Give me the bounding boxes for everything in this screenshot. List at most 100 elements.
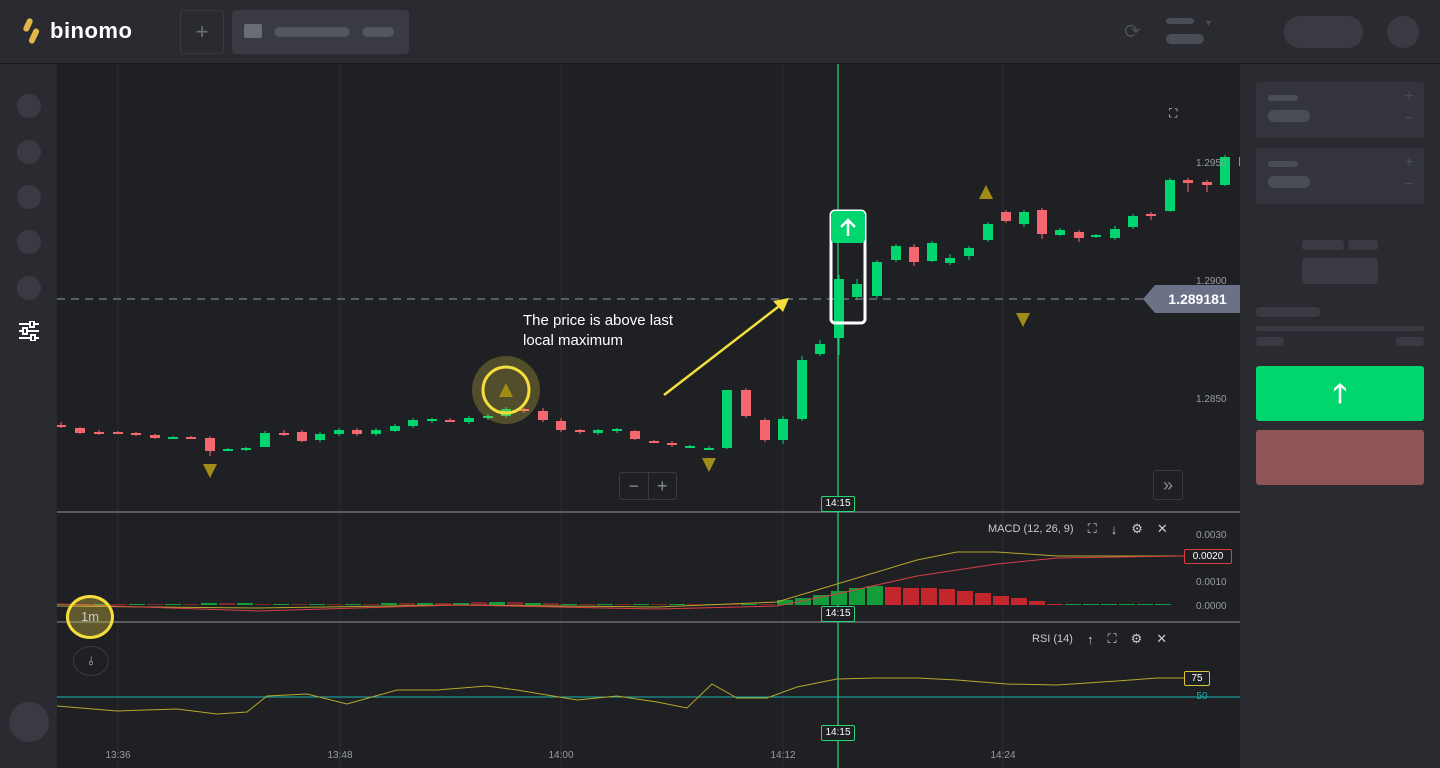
amount-plus-icon[interactable]: + <box>1404 154 1414 171</box>
candle <box>131 432 141 436</box>
refresh-icon[interactable]: ⟳ <box>1124 21 1141 43</box>
local-min-marker <box>203 464 217 478</box>
candle <box>315 432 325 442</box>
zoom-in-button[interactable]: + <box>656 476 668 496</box>
macd-fullscreen-icon[interactable]: ⛶ <box>1087 521 1097 536</box>
macd-histogram-bar <box>741 604 757 605</box>
macd-histogram-bar <box>273 604 289 605</box>
candles-icon[interactable]: ⫰ <box>73 646 109 676</box>
filters-icon[interactable] <box>18 321 40 341</box>
macd-histogram-bar <box>417 603 433 605</box>
candle <box>483 414 493 420</box>
zoom-out-button[interactable]: − <box>620 473 649 499</box>
chevron-down-icon[interactable]: ▼ <box>1204 18 1213 28</box>
candle <box>1146 212 1156 220</box>
macd-histogram-bar <box>1101 604 1117 605</box>
macd-histogram-bar <box>129 604 145 605</box>
macd-current-value: 0.0020 <box>1184 549 1232 564</box>
candle <box>704 446 714 450</box>
rsi-fullscreen-icon[interactable]: ⛶ <box>1107 631 1117 646</box>
asset-tab[interactable] <box>232 10 409 54</box>
macd-histogram-bar <box>849 588 865 605</box>
candle <box>834 275 844 355</box>
macd-histogram-bar <box>795 598 811 605</box>
rsi-gear-icon[interactable]: ⚙ <box>1130 631 1143 646</box>
macd-close-icon[interactable]: ✕ <box>1156 521 1168 536</box>
macd-histogram-bar <box>885 587 901 605</box>
time-marker-main: 14:15 <box>821 496 855 512</box>
sidebar-item-3[interactable] <box>17 185 41 209</box>
top-header: binomo + ⟳ ▼ <box>0 0 1440 64</box>
candle <box>760 418 770 442</box>
left-sidebar <box>0 64 57 768</box>
macd-histogram-bar <box>1065 604 1081 605</box>
support-chat-button[interactable] <box>9 702 49 742</box>
macd-histogram-bar <box>1119 604 1135 605</box>
candle <box>260 431 270 447</box>
annotation-arrowhead <box>773 298 789 312</box>
buy-up-button[interactable]: 🡑 <box>1256 366 1424 421</box>
macd-histogram-bar <box>399 603 415 605</box>
candle <box>334 428 344 436</box>
candle <box>1202 180 1212 192</box>
binomo-logo-icon <box>22 17 42 45</box>
brand-logo[interactable]: binomo <box>22 17 132 45</box>
amount-selector[interactable]: + − <box>1256 148 1424 204</box>
macd-histogram-bar <box>651 604 667 605</box>
buy-down-button[interactable] <box>1256 430 1424 485</box>
candle <box>872 260 882 298</box>
fullscreen-icon[interactable]: ⛶ <box>1169 106 1178 120</box>
macd-histogram-bar <box>615 604 631 605</box>
candle <box>390 424 400 432</box>
amount-minus-icon[interactable]: − <box>1404 176 1414 193</box>
arrow-down-icon[interactable]: ↓ <box>1110 521 1118 537</box>
account-balance-placeholder[interactable] <box>1166 34 1204 44</box>
candle <box>778 416 788 444</box>
account-type-placeholder[interactable] <box>1166 18 1194 24</box>
sidebar-item-5[interactable] <box>17 276 41 300</box>
arrow-up-icon[interactable]: ↑ <box>1086 631 1094 647</box>
chart-area[interactable]: 1.2950 1.2900 1.2850 13:36 13:48 14:00 14:12 14… <box>57 64 1240 768</box>
rsi-close-icon[interactable]: ✕ <box>1156 631 1168 646</box>
candle <box>445 418 455 422</box>
macd-tick: 0.0010 <box>1196 577 1227 588</box>
add-asset-tab-button[interactable]: + <box>180 10 224 54</box>
macd-histogram-bar <box>993 596 1009 605</box>
candle <box>797 356 807 421</box>
macd-histogram-bar <box>957 591 973 605</box>
candle <box>685 445 695 448</box>
macd-histogram-bar <box>363 604 379 605</box>
sidebar-item-4[interactable] <box>17 230 41 254</box>
candle <box>909 244 919 266</box>
candle <box>1001 210 1011 223</box>
macd-gear-icon[interactable]: ⚙ <box>1131 521 1143 536</box>
time-selector[interactable]: + − <box>1256 82 1424 138</box>
sidebar-item-2[interactable] <box>17 140 41 164</box>
macd-histogram-bar <box>327 604 343 605</box>
candle <box>1183 178 1193 192</box>
time-plus-icon[interactable]: + <box>1404 88 1414 105</box>
candle <box>94 430 104 435</box>
sentiment-up-placeholder <box>1256 337 1284 346</box>
zoom-control: − + <box>619 472 677 500</box>
trading-chart[interactable]: 1.2950 1.2900 1.2850 13:36 13:48 14:00 14:12 14… <box>57 64 1240 768</box>
candle <box>1055 228 1065 236</box>
macd-histogram-bar <box>345 604 361 605</box>
macd-histogram-bar <box>291 604 307 605</box>
price-tick: 1.2850 <box>1196 394 1227 405</box>
time-minus-icon[interactable]: − <box>1404 110 1414 127</box>
candle <box>519 408 529 413</box>
macd-histogram-bar <box>921 588 937 605</box>
candle <box>667 441 677 447</box>
candle <box>1128 214 1138 229</box>
timeframe-button[interactable]: 1m <box>66 595 114 639</box>
scroll-to-latest-button[interactable]: » <box>1153 470 1183 500</box>
candle <box>352 428 362 436</box>
sidebar-item-1[interactable] <box>17 94 41 118</box>
deposit-button[interactable] <box>1284 16 1363 48</box>
time-tick: 13:48 <box>327 750 352 761</box>
current-price-value: 1.289181 <box>1155 285 1240 313</box>
avatar[interactable] <box>1387 16 1419 48</box>
payout-value-placeholder <box>1302 258 1378 284</box>
